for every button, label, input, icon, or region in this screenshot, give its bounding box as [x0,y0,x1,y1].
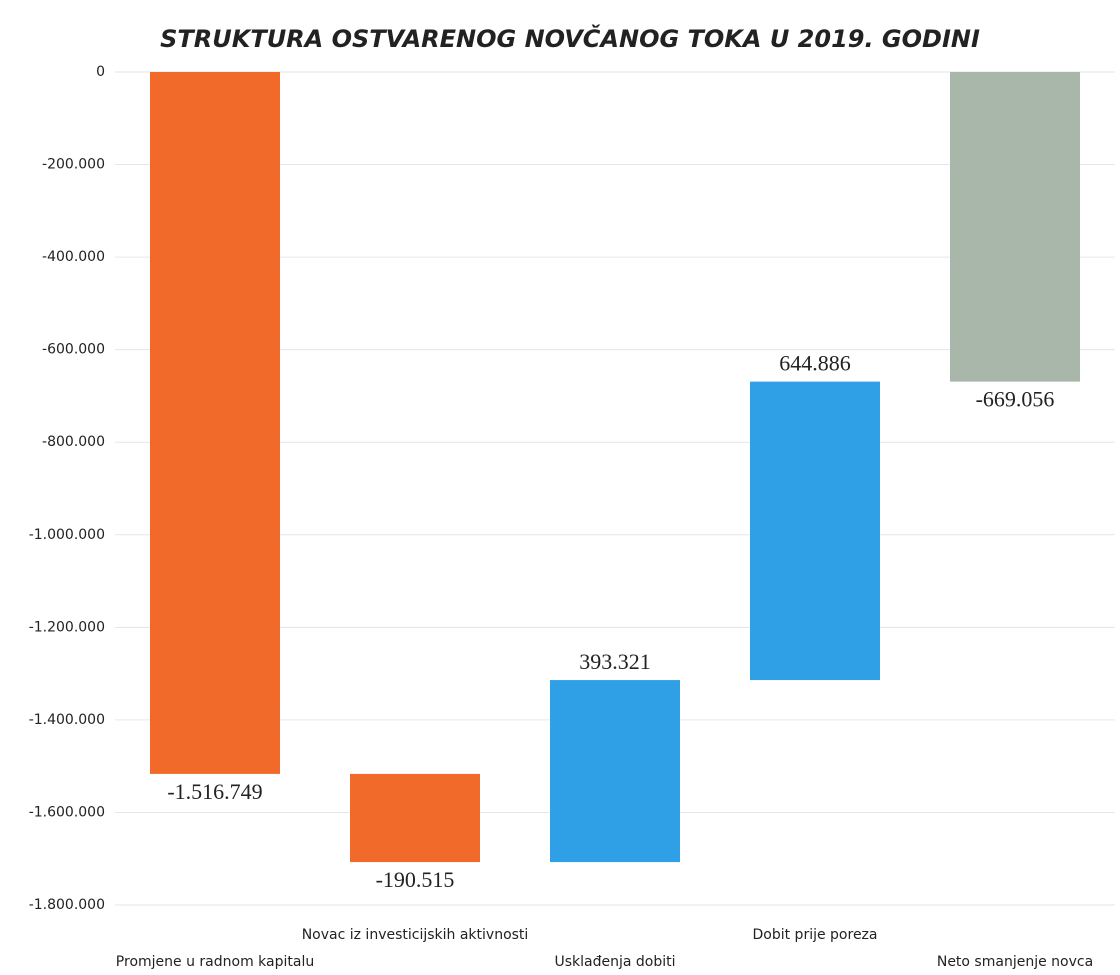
y-tick-label: -1.200.000 [29,619,105,635]
bar [350,773,480,863]
x-tick-label: Usklađenja dobiti [554,954,675,970]
bar [950,72,1080,382]
value-label: -669.056 [976,387,1055,412]
x-tick-label: Novac iz investicijskih aktivnosti [302,927,529,943]
x-tick-label: Dobit prije poreza [753,927,878,943]
x-tick-label: Neto smanjenje novca [937,954,1093,970]
value-label: 393.321 [579,649,651,674]
value-label: -1.516.749 [167,779,262,804]
chart-title: STRUKTURA OSTVARENOG NOVČANOG TOKA U 201… [160,23,980,53]
value-label: -190.515 [376,867,455,892]
bar [150,72,280,774]
y-tick-label: 0 [96,64,105,80]
y-tick-label: -400.000 [42,249,105,265]
x-tick-label: Promjene u radnom kapitalu [116,954,314,970]
value-label: 644.886 [779,351,851,376]
y-tick-label: -1.800.000 [29,897,105,913]
y-tick-label: -1.400.000 [29,712,105,728]
bar [550,680,680,863]
bar [750,381,880,681]
y-tick-label: -1.000.000 [29,527,105,543]
y-tick-label: -1.600.000 [29,804,105,820]
y-tick-label: -800.000 [42,434,105,450]
y-tick-label: -600.000 [42,342,105,358]
y-tick-label: -200.000 [42,157,105,173]
